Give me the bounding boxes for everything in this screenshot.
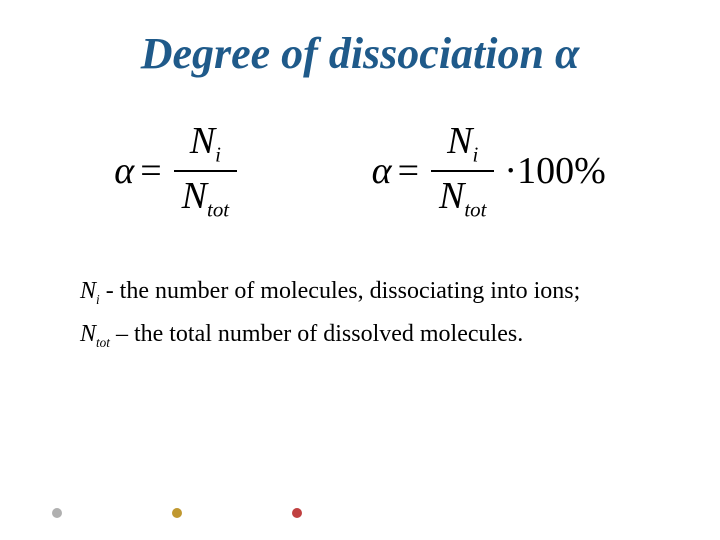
def1-sub: i (96, 292, 100, 307)
numerator-right: Ni (439, 119, 486, 170)
num-base: N (447, 120, 472, 162)
equals-sign: = (398, 149, 419, 193)
slide: Degree of dissociation α α = Ni Ntot α =… (0, 0, 720, 540)
def1-symbol: Ni (80, 278, 106, 304)
den-base: N (439, 175, 464, 217)
num-sub: i (472, 143, 478, 167)
numerator-left: Ni (182, 119, 229, 170)
formula-row: α = Ni Ntot α = Ni Ntot · (50, 119, 670, 222)
formula-left: α = Ni Ntot (114, 119, 243, 222)
decor-dots (52, 508, 302, 518)
formula-right: α = Ni Ntot ·100% (372, 119, 606, 222)
def2-text: – the total number of dissolved molecule… (116, 321, 523, 347)
definitions-block: Ni - the number of molecules, dissociati… (80, 272, 670, 353)
dot-icon (172, 508, 182, 518)
num-sub: i (215, 143, 221, 167)
den-base: N (182, 175, 207, 217)
equals-sign: = (140, 149, 161, 193)
den-sub: tot (464, 197, 486, 221)
slide-title: Degree of dissociation α (50, 28, 670, 79)
denominator-right: Ntot (431, 170, 494, 223)
fraction-right: Ni Ntot (431, 119, 494, 222)
def2-sub: tot (96, 334, 110, 349)
denominator-left: Ntot (174, 170, 237, 223)
dot-icon (52, 508, 62, 518)
def1-text: - the number of molecules, dissociating … (106, 278, 581, 304)
den-sub: tot (207, 197, 229, 221)
def1-base: N (80, 278, 96, 304)
alpha-symbol: α (372, 149, 392, 193)
def2-symbol: Ntot (80, 321, 116, 347)
definition-line-1: Ni - the number of molecules, dissociati… (80, 272, 670, 310)
alpha-symbol: α (114, 149, 134, 193)
def2-base: N (80, 321, 96, 347)
dot-icon (292, 508, 302, 518)
percent-tail: ·100% (504, 149, 605, 193)
num-base: N (190, 120, 215, 162)
fraction-left: Ni Ntot (174, 119, 237, 222)
definition-line-2: Ntot – the total number of dissolved mol… (80, 315, 670, 353)
